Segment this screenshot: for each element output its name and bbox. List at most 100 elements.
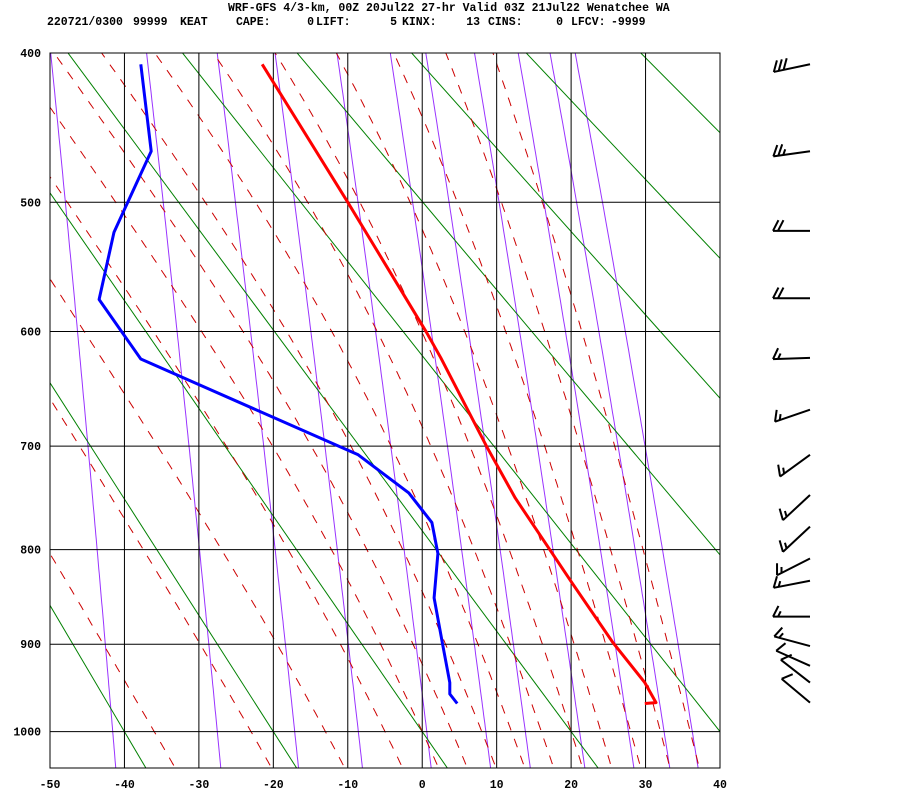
wind-barb-full: [777, 219, 785, 232]
wind-barb-full: [778, 508, 784, 521]
wind-barb-half: [783, 510, 788, 518]
wind-barb-full: [777, 143, 784, 156]
wind-barb: [772, 219, 810, 232]
wind-barb-full: [772, 347, 780, 360]
dry-adiabat-line: [747, 45, 900, 781]
wind-barbs: [772, 58, 811, 704]
moist-adiabat-line: [154, 53, 526, 768]
temperature-profile-line: [260, 63, 658, 705]
lift-label: LIFT:: [316, 16, 351, 29]
wind-barb-staff: [774, 408, 811, 423]
wind-barb-full: [777, 287, 785, 299]
moist-adiabat-line: [50, 175, 404, 768]
wind-barb: [772, 58, 811, 73]
wind-barb-full: [777, 59, 783, 72]
axes-labels: -50 -40 -30 -20 -10 0 10 20 30 40 400 500 600 700 800 9…: [13, 48, 727, 792]
wind-barb-full: [773, 626, 784, 638]
dry-adiabat-line: [50, 604, 147, 768]
y-tick-label: 800: [20, 545, 41, 558]
chart-header-title: WRF-GFS 4/3-km, 00Z 20Jul22 27-hr Valid …: [228, 2, 670, 15]
mixing-ratio-line: [50, 53, 117, 768]
grid-lines: [49, 52, 721, 769]
cape-label: CAPE:: [236, 16, 271, 29]
cape-value: 0: [307, 16, 314, 29]
kinx-label: KINX:: [402, 16, 437, 29]
x-tick-label: -10: [337, 779, 358, 792]
wind-barb-full: [772, 576, 778, 589]
lfcv-value: -9999: [611, 16, 646, 29]
x-tick-label: 0: [419, 779, 426, 792]
kinx-value: 13: [466, 16, 480, 29]
wind-barb-half: [778, 632, 784, 639]
wind-barb-half: [782, 148, 787, 156]
wind-barb: [781, 673, 811, 704]
wind-barb-staff: [772, 356, 811, 361]
dry-adiabat-line: [0, 45, 2, 781]
mixing-ratio-line: [336, 53, 432, 768]
moist-adiabat-line: [53, 53, 468, 768]
y-tick-label: 1000: [13, 727, 41, 740]
moist-adiabat-line: [274, 53, 584, 768]
wind-barb: [778, 494, 811, 521]
x-tick-label: 20: [564, 779, 578, 792]
mixing-ratio-line: [216, 53, 300, 768]
mixing-ratio-line: [389, 53, 492, 768]
moist-adiabat-line: [50, 397, 273, 768]
moist-adiabat-line: [50, 552, 176, 768]
dry-adiabat-line: [50, 191, 448, 768]
x-tick-label: -30: [189, 779, 210, 792]
moist-adiabat-line: [492, 53, 700, 768]
wind-barb-staff: [782, 494, 811, 521]
wind-barb-staff: [780, 659, 811, 684]
moist-adiabat-line: [50, 278, 346, 768]
wind-barb-half: [777, 353, 782, 360]
wind-barb-full: [772, 144, 779, 157]
chart-header-info: 220721/0300 99999 KEAT CAPE: 0 LIFT: 5 K…: [47, 16, 646, 29]
moist-adiabat-line: [393, 53, 642, 768]
wind-barb: [772, 605, 810, 618]
wind-barb-half: [777, 610, 782, 618]
sounding-profiles: [97, 63, 658, 705]
background-lines: [0, 45, 900, 781]
wind-barb-full: [774, 409, 778, 422]
mixing-ratio-line: [549, 53, 671, 768]
y-tick-label: 900: [20, 639, 41, 652]
mixing-ratio-line: [146, 53, 222, 768]
wind-barb: [780, 653, 811, 684]
mixing-ratio-line: [274, 53, 363, 768]
wind-barb-full: [782, 58, 788, 71]
wind-barb: [772, 143, 811, 158]
station-id: KEAT: [180, 16, 208, 29]
dry-adiabat-line: [640, 53, 720, 134]
wind-barb-full: [772, 219, 780, 232]
dewpoint-profile-line: [97, 64, 459, 705]
mixing-ratio-line: [425, 53, 531, 768]
wind-barb: [777, 453, 811, 478]
moist-adiabat-line: [335, 53, 613, 768]
wind-barb-staff: [779, 453, 811, 478]
cins-value: 0: [556, 16, 563, 29]
moist-adiabat-line: [212, 53, 555, 768]
x-tick-label: -40: [114, 779, 135, 792]
dry-adiabat-line: [296, 53, 720, 556]
y-tick-label: 400: [20, 48, 41, 61]
wind-barb-staff: [782, 525, 811, 553]
y-tick-label: 500: [20, 197, 41, 210]
mixing-ratio-line: [517, 53, 635, 768]
cins-label: CINS:: [488, 16, 523, 29]
wind-barb-staff: [781, 678, 811, 704]
wind-barb-half: [777, 580, 782, 588]
wind-barb-full: [775, 642, 787, 652]
wind-barb-half: [782, 467, 786, 474]
x-tick-label: 30: [639, 779, 653, 792]
x-tick-label: -20: [263, 779, 284, 792]
wind-barb-full: [772, 605, 780, 618]
wind-barb: [775, 642, 811, 667]
station-number: 99999: [133, 16, 168, 29]
wind-barb: [778, 525, 811, 553]
lift-value: 5: [390, 16, 397, 29]
wind-barb-staff: [773, 150, 811, 158]
wind-barb: [773, 626, 811, 647]
x-tick-label: 40: [713, 779, 727, 792]
